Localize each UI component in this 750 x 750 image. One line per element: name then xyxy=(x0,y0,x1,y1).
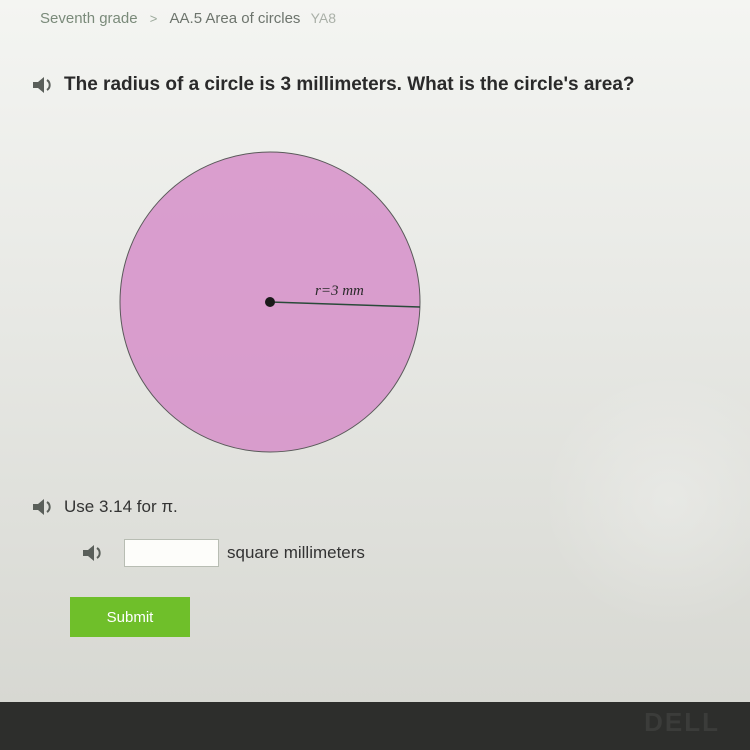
breadcrumb: Seventh grade > AA.5 Area of circles YA8 xyxy=(0,0,750,33)
question-text: The radius of a circle is 3 millimeters.… xyxy=(64,74,635,96)
speaker-icon[interactable] xyxy=(80,541,104,565)
page-root: Seventh grade > AA.5 Area of circles YA8… xyxy=(0,0,750,750)
breadcrumb-code: YA8 xyxy=(311,10,336,26)
circle-diagram: r=3 mm xyxy=(0,107,750,477)
answer-row: square millimeters xyxy=(0,525,750,573)
speaker-icon[interactable] xyxy=(30,495,54,519)
monitor-brand: DELL xyxy=(644,707,720,738)
submit-button[interactable]: Submit xyxy=(70,597,190,637)
answer-input[interactable] xyxy=(124,539,219,567)
hint-row: Use 3.14 for π. xyxy=(0,477,750,525)
speaker-icon[interactable] xyxy=(30,73,54,97)
question-row: The radius of a circle is 3 millimeters.… xyxy=(0,33,750,107)
radius-label: r=3 mm xyxy=(315,283,364,299)
monitor-bezel xyxy=(0,702,750,750)
submit-row: Submit xyxy=(0,573,750,637)
circle-svg: r=3 mm xyxy=(110,137,440,467)
breadcrumb-separator: > xyxy=(150,11,158,26)
breadcrumb-topic[interactable]: AA.5 Area of circles xyxy=(170,10,301,27)
hint-text: Use 3.14 for π. xyxy=(64,497,178,517)
breadcrumb-grade[interactable]: Seventh grade xyxy=(40,10,138,27)
center-dot xyxy=(265,297,275,307)
answer-units: square millimeters xyxy=(227,543,365,563)
